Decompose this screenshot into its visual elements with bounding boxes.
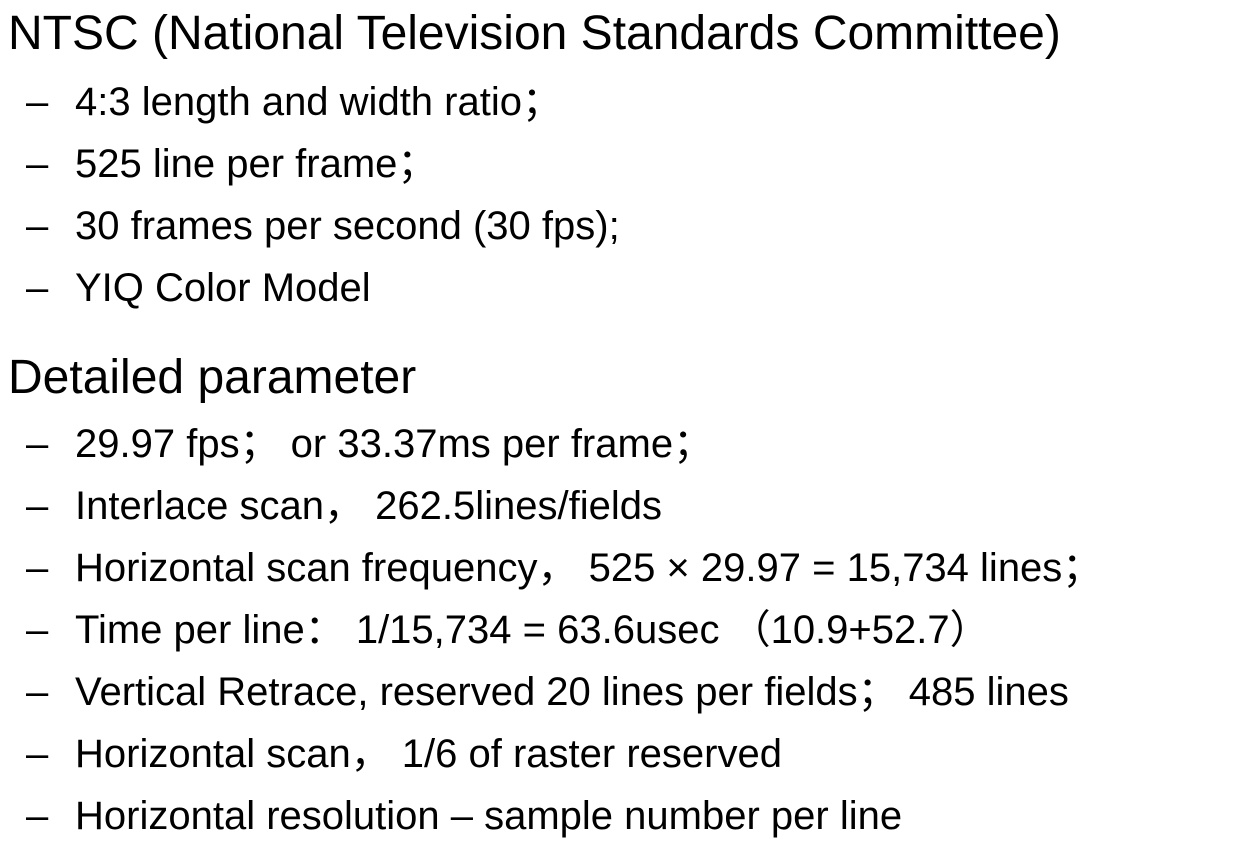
item-text: 29.97 fps； or 33.37ms per frame； — [75, 422, 714, 466]
item-text: 525 line per frame； — [75, 142, 438, 186]
bullet-dash: – — [26, 80, 49, 124]
ntsc-heading: NTSC (National Television Standards Comm… — [8, 7, 1061, 60]
item-text: YIQ Color Model — [75, 266, 371, 310]
bullet-dash: – — [26, 546, 49, 590]
item-text: Vertical Retrace, reserved 20 lines per … — [75, 670, 1069, 714]
item-text: 30 frames per second (30 fps); — [75, 204, 620, 248]
item-text: Horizontal scan， 1/6 of raster reserved — [75, 732, 782, 776]
bullet-dash: – — [26, 484, 49, 528]
bullet-dash: – — [26, 794, 49, 838]
item-text: Time per line： 1/15,734 = 63.6usec （10.9… — [75, 608, 990, 652]
bullet-dash: – — [26, 204, 49, 248]
bullet-dash: – — [26, 422, 49, 466]
bullet-dash: – — [26, 142, 49, 186]
item-text: Interlace scan， 262.5lines/fields — [75, 484, 662, 528]
bullet-dash: – — [26, 266, 49, 310]
item-text: Horizontal resolution – sample number pe… — [75, 794, 903, 838]
bullet-dash: – — [26, 670, 49, 714]
item-text: 4:3 length and width ratio； — [75, 80, 562, 124]
bullet-dash: – — [26, 732, 49, 776]
item-text: Horizontal scan frequency， 525 × 29.97 =… — [75, 546, 1103, 590]
detailed-parameter-heading: Detailed parameter — [8, 351, 417, 404]
bullet-dash: – — [26, 608, 49, 652]
